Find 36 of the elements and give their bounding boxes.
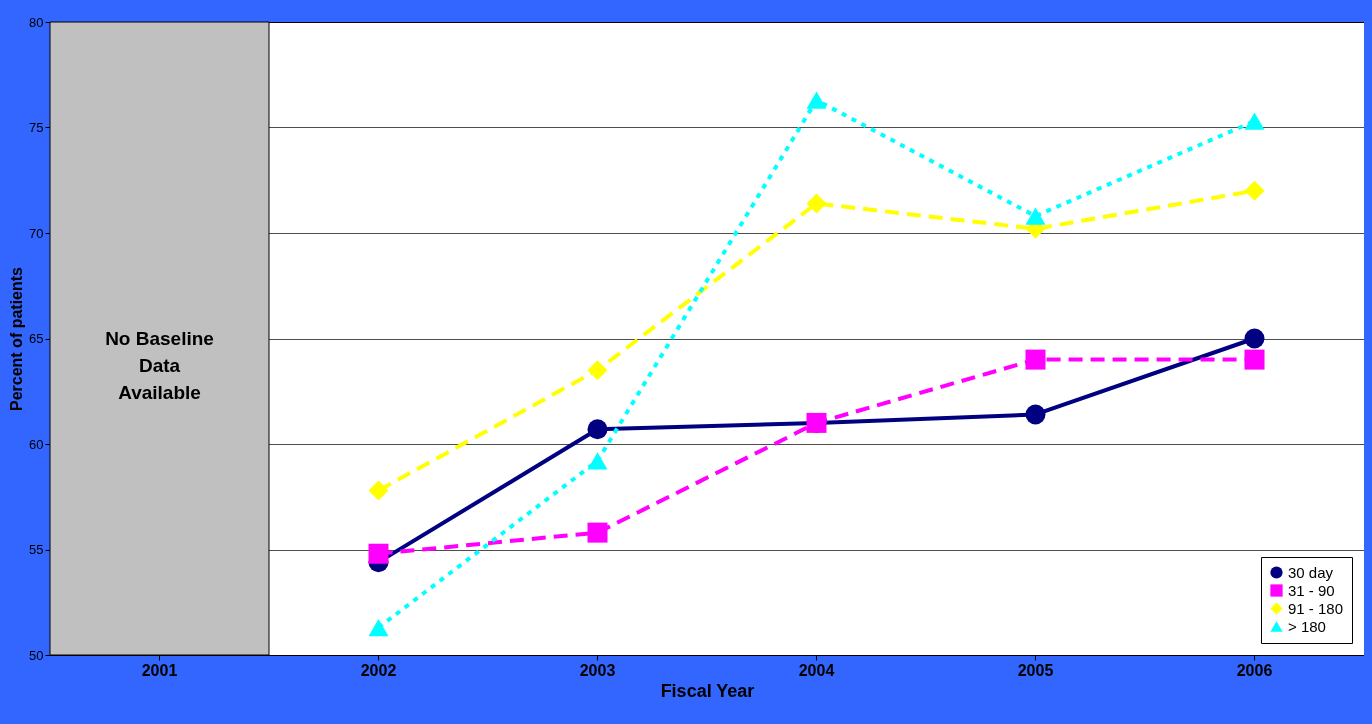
x-tick-label: 2003 [579, 661, 616, 679]
y-tick-label: 65 [29, 331, 44, 346]
point [1025, 404, 1046, 425]
y-tick-label: 70 [29, 225, 44, 241]
point [587, 419, 608, 440]
y-tick-label: 75 [29, 120, 44, 135]
legend-label: 30 day [1288, 563, 1334, 581]
point [368, 543, 389, 564]
point [1025, 349, 1046, 370]
point [587, 452, 608, 470]
y-tick-label: 55 [29, 542, 44, 557]
x-tick-label: 2005 [1017, 661, 1054, 679]
point [368, 618, 389, 637]
x-tick-label: 2001 [141, 661, 178, 679]
y-tick-label: 80 [29, 14, 44, 30]
band-label: No Baseline Data Available [105, 327, 214, 403]
y-axis-title: Percent of patients [8, 266, 26, 412]
y-tick-label: 60 [29, 436, 44, 452]
point [587, 360, 608, 381]
legend-label: > 180 [1288, 617, 1326, 635]
point [1244, 328, 1265, 349]
point [587, 522, 608, 543]
x-tick-label: 2006 [1236, 661, 1273, 679]
point [1244, 180, 1265, 201]
x-axis-title: Fiscal Year [660, 680, 755, 701]
legend-label: 91 - 180 [1288, 599, 1344, 617]
point [806, 193, 827, 214]
legend-label: 31 - 90 [1288, 581, 1335, 599]
point [806, 91, 827, 109]
x-tick-label: 2004 [798, 661, 835, 679]
x-tick-label: 2002 [360, 661, 397, 679]
point [1025, 207, 1046, 225]
point [368, 480, 389, 501]
point [1244, 349, 1265, 370]
y-tick-label: 50 [29, 647, 44, 663]
point [1244, 112, 1265, 130]
